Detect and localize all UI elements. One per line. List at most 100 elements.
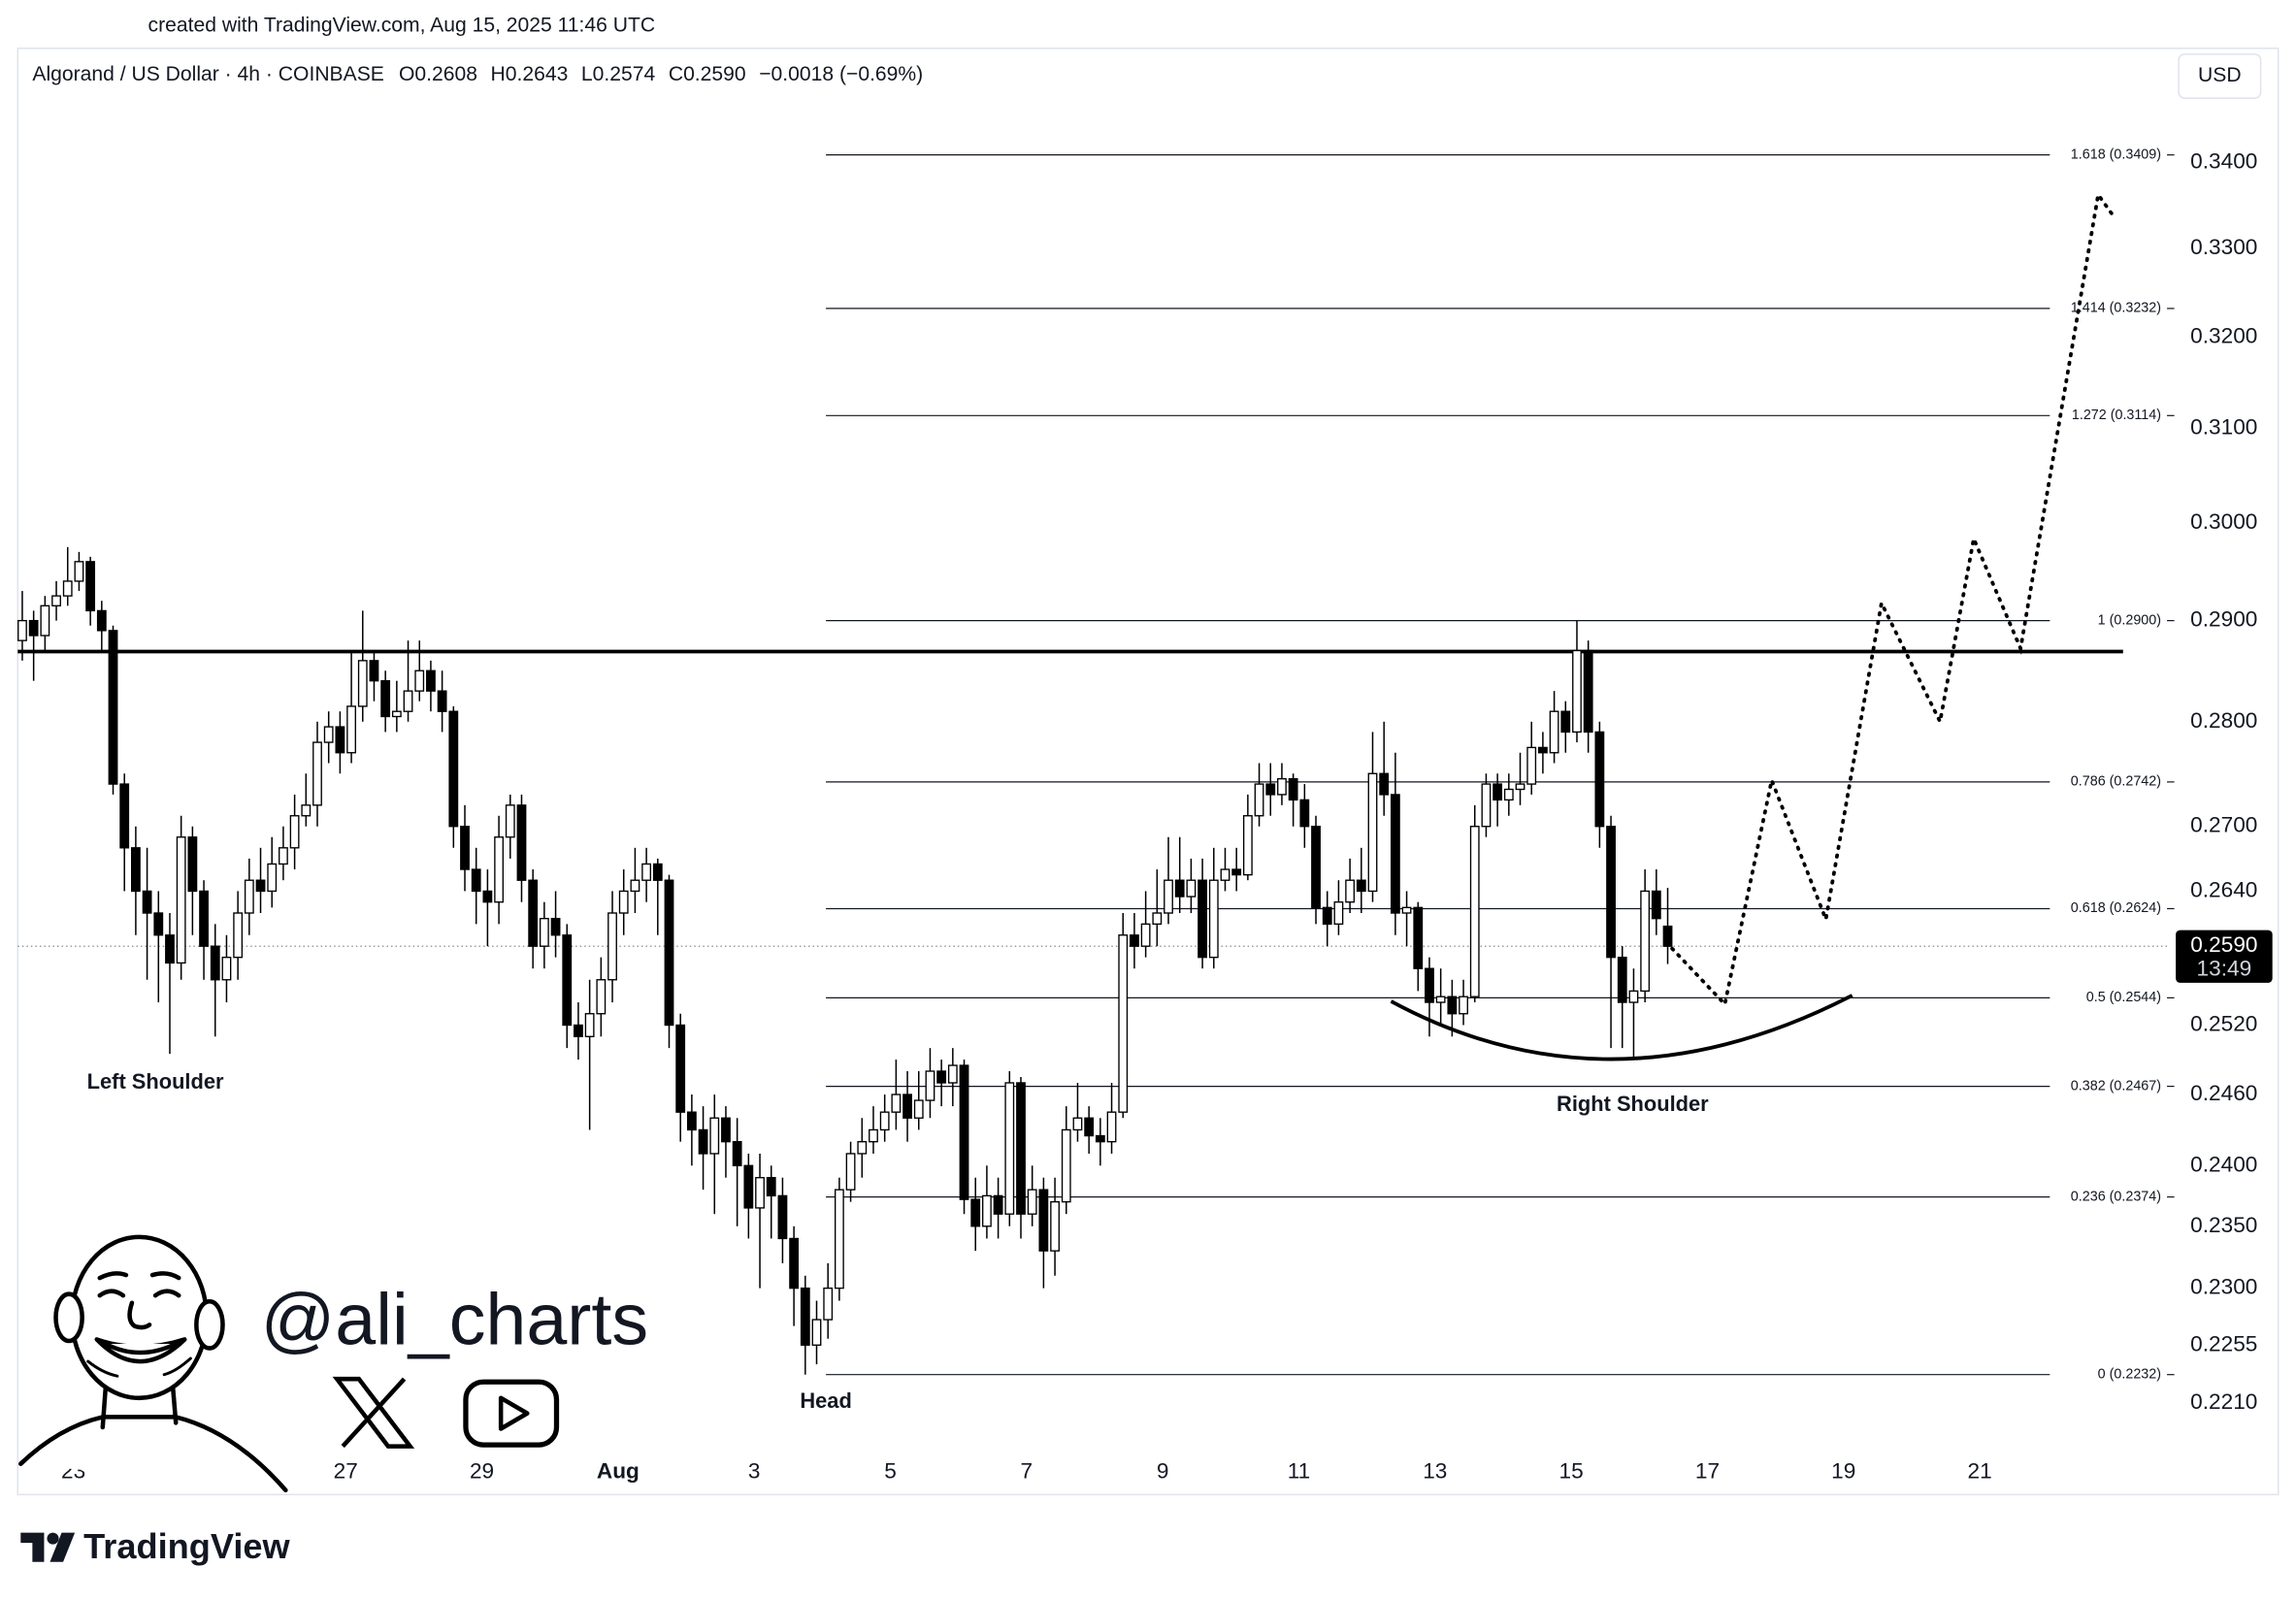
x-logo[interactable]	[332, 1376, 415, 1449]
created-note: created with TradingView.com, Aug 15, 20…	[148, 15, 656, 37]
y-tick-label: 0.2800	[2190, 708, 2257, 733]
candle-body	[936, 1070, 947, 1084]
candle-body	[1435, 996, 1446, 1003]
candle-body	[993, 1194, 1003, 1215]
candle-body	[51, 595, 61, 606]
candle-body	[1004, 1082, 1015, 1215]
symbol-title: Algorand / US Dollar · 4h · COINBASE	[32, 63, 384, 85]
y-tick-label: 0.2255	[2190, 1331, 2257, 1355]
candle-body	[335, 726, 345, 754]
candle-body	[550, 917, 561, 936]
candle-body	[652, 863, 663, 881]
candle-body	[279, 847, 288, 865]
candle-body	[187, 836, 198, 893]
candle-body	[153, 912, 164, 936]
fib-label: 0.786 (0.2742)	[2071, 774, 2161, 790]
candle-body	[1356, 879, 1366, 893]
candle-body	[698, 1128, 708, 1155]
candle-body	[823, 1287, 834, 1321]
candle-body	[1084, 1117, 1095, 1137]
candle-body	[664, 879, 674, 1027]
candle-body	[1140, 923, 1151, 947]
y-tick-label: 0.2210	[2190, 1389, 2257, 1414]
candle-body	[902, 1094, 912, 1119]
symbol-line: Algorand / US Dollar · 4h · COINBASE O0.2…	[32, 63, 923, 85]
candle-body	[414, 669, 425, 692]
candle-body	[800, 1287, 810, 1346]
candle-body	[1277, 777, 1287, 796]
candle-body	[1061, 1128, 1071, 1203]
currency-button[interactable]	[2178, 53, 2262, 99]
candle-body	[1106, 1111, 1117, 1143]
ohlc-high: H0.2643	[491, 63, 569, 85]
candle-body	[686, 1111, 697, 1131]
candle-body	[721, 1117, 731, 1143]
caricature	[18, 1234, 288, 1493]
candle-body	[777, 1194, 788, 1240]
candle-body	[732, 1140, 742, 1166]
candle-body	[505, 804, 515, 838]
candle-body	[1606, 826, 1616, 959]
candle-body	[437, 690, 447, 712]
candle-body	[1572, 649, 1582, 734]
candle-body	[301, 804, 312, 817]
y-tick-label: 0.2460	[2190, 1081, 2257, 1105]
candle-body	[28, 619, 39, 637]
candle-body	[62, 580, 73, 597]
candle-body	[1481, 783, 1492, 828]
candle-body	[233, 912, 244, 959]
y-tick-label: 0.2300	[2190, 1275, 2257, 1299]
x-tick-label: 29	[470, 1459, 494, 1484]
candle-body	[641, 863, 652, 881]
candle-body	[1186, 879, 1197, 898]
candle-body	[925, 1070, 935, 1101]
candle-body	[811, 1319, 822, 1346]
currency: USD	[2198, 64, 2242, 86]
y-tick-label: 0.3000	[2190, 509, 2257, 534]
candle-body	[255, 879, 266, 893]
candle-body	[1367, 772, 1378, 893]
candle-body	[584, 1013, 595, 1037]
candle-body	[1345, 879, 1356, 903]
candle-body	[403, 690, 413, 712]
candle-body	[1459, 996, 1468, 1015]
candle-body	[835, 1189, 844, 1290]
candle-body	[1492, 783, 1503, 801]
fib-label: 1.414 (0.3232)	[2071, 301, 2161, 316]
candle-body	[1333, 901, 1344, 926]
candle-body	[1152, 912, 1163, 926]
y-tick-label: 0.2700	[2190, 813, 2257, 837]
candle-body	[1583, 649, 1593, 734]
candle-body	[596, 979, 607, 1015]
annotation: Left Shoulder	[87, 1069, 224, 1094]
tradingview-logo	[20, 1532, 76, 1562]
candle-body	[1130, 934, 1139, 947]
y-tick-label: 0.2520	[2190, 1011, 2257, 1035]
annotation: Head	[800, 1388, 851, 1413]
candle-body	[221, 956, 232, 981]
candle-body	[1038, 1189, 1049, 1252]
fib-label: 1 (0.2900)	[2098, 612, 2161, 628]
ohlc-close: C0.2590	[669, 63, 746, 85]
candle-body	[482, 890, 493, 903]
candle-body	[1299, 799, 1310, 828]
candle-body	[1469, 826, 1480, 997]
candle-body	[1164, 879, 1173, 914]
y-tick-label: 0.2350	[2190, 1213, 2257, 1237]
y-tick-label: 0.2640	[2190, 877, 2257, 901]
x-tick-label: 19	[1831, 1459, 1855, 1484]
candle-body	[913, 1099, 924, 1119]
candle-body	[1651, 890, 1661, 920]
candle-body	[130, 847, 141, 893]
youtube-logo[interactable]	[463, 1379, 560, 1448]
x-tick-label: 7	[1021, 1459, 1033, 1484]
candle-body	[199, 890, 209, 947]
candle-body	[618, 890, 629, 914]
candle-body	[982, 1194, 992, 1227]
fib-label: 1.272 (0.3114)	[2072, 408, 2161, 423]
candle-body	[709, 1117, 720, 1155]
candle-body	[1640, 890, 1651, 993]
candle-body	[766, 1177, 776, 1197]
candle-body	[755, 1177, 765, 1209]
